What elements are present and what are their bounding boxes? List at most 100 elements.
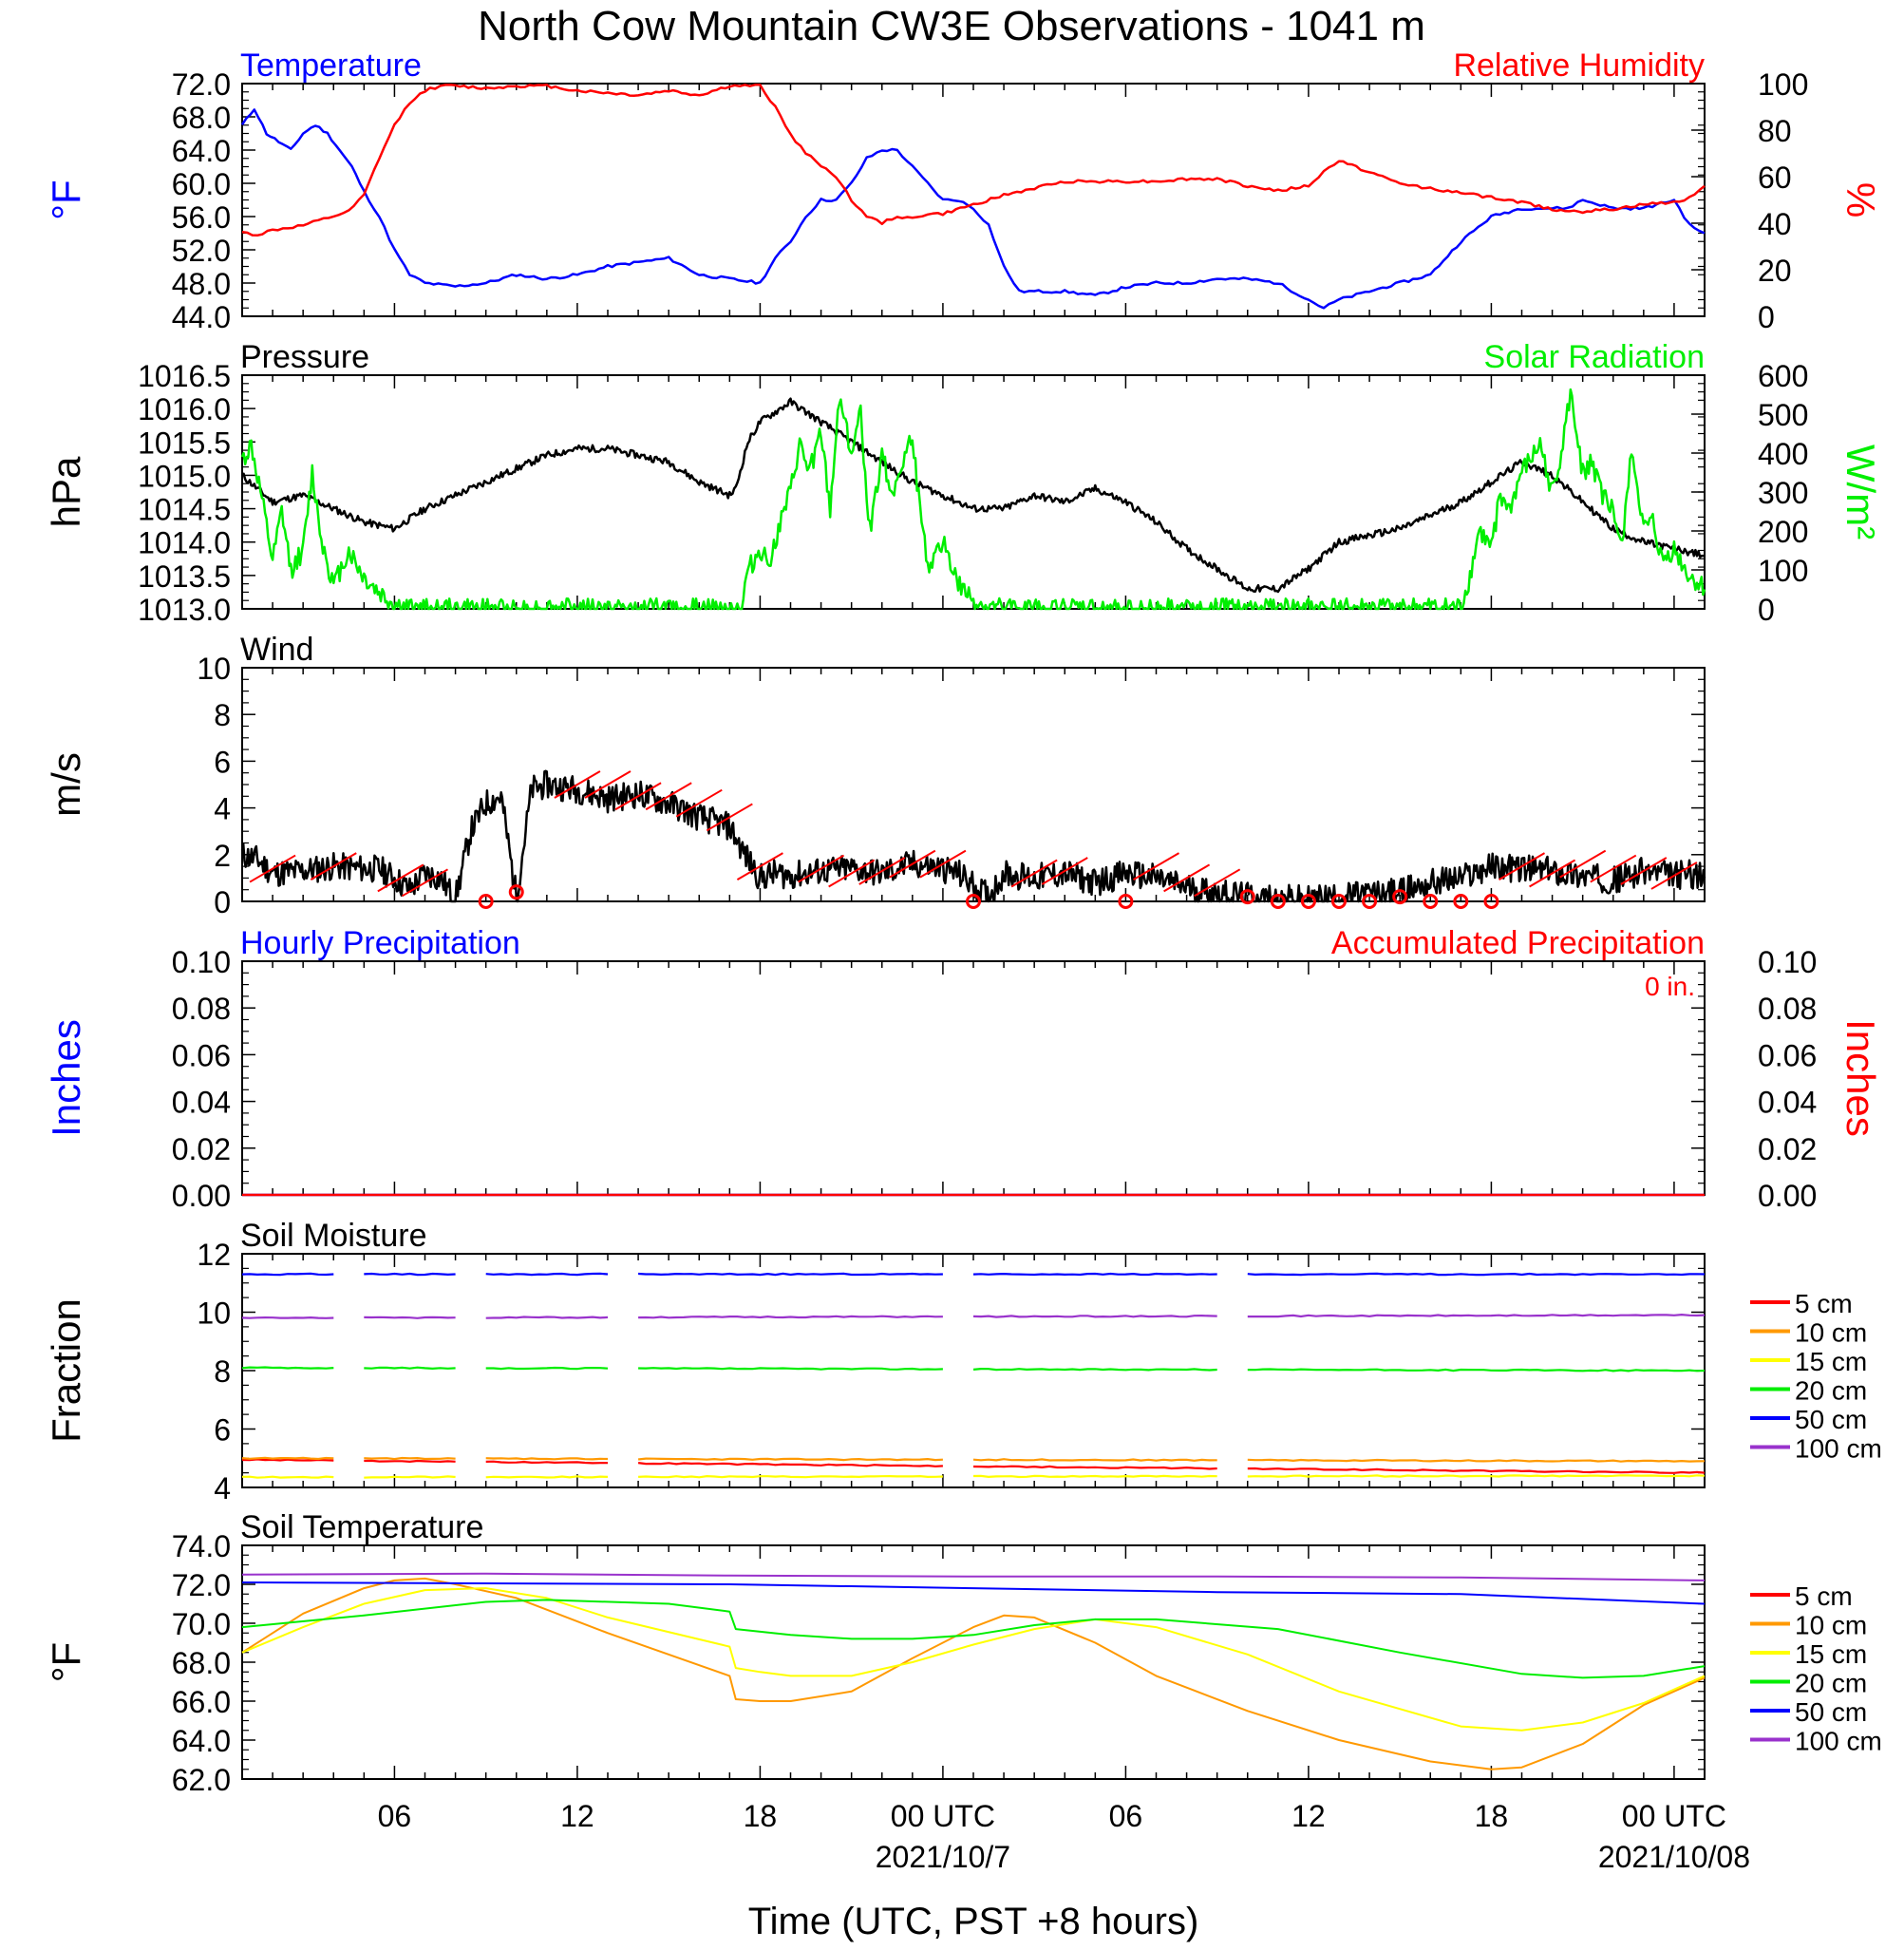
legend-label: 5 cm (1795, 1289, 1853, 1318)
wind-barb (249, 854, 296, 883)
y-left-tick-label: 56.0 (172, 200, 231, 235)
calm-wind-marker (1483, 894, 1499, 909)
y-right-tick-label: 200 (1758, 515, 1808, 549)
series-line-50cm (241, 1272, 334, 1277)
series-line-10cm (637, 1457, 943, 1462)
y-right-tick-label: 0.08 (1758, 992, 1817, 1026)
y-left-unit: °F (44, 180, 88, 219)
y-right-tick-label: 100 (1758, 67, 1808, 102)
y-right-tick-label: 400 (1758, 437, 1808, 471)
wind-barb (1132, 852, 1180, 880)
y-right-tick-label: 0.10 (1758, 945, 1817, 979)
series-line-50cm (972, 1272, 1217, 1277)
series-line-10cm (972, 1458, 1217, 1462)
wind-barb (554, 770, 601, 799)
series-line-20-cm (241, 1599, 1706, 1679)
series-line-100cm (364, 1316, 456, 1319)
series-line-5cm (972, 1465, 1217, 1470)
wind-barb (401, 868, 449, 898)
calm-wind-marker (1453, 894, 1469, 909)
y-left-unit: °F (44, 1642, 88, 1682)
y-left-tick-label: 0.02 (172, 1132, 231, 1166)
y-left-tick-label: 1016.5 (138, 359, 231, 393)
wind-barb (1650, 861, 1698, 890)
x-tick-label: 12 (1291, 1799, 1326, 1833)
wind-barb (1620, 857, 1668, 885)
y-left-tick-label: 62.0 (172, 1763, 231, 1797)
y-left-tick-label: 4 (214, 1471, 231, 1505)
y-left-tick-label: 12 (197, 1238, 231, 1272)
series-line-50cm (364, 1272, 456, 1277)
series-line-5cm (485, 1460, 608, 1465)
y-left-tick-label: 0.08 (172, 992, 231, 1026)
series-line-100cm (1247, 1313, 1706, 1318)
series-line-10cm (364, 1456, 456, 1461)
panel-frame (241, 960, 1706, 1196)
panel-left-title: Soil Temperature (240, 1509, 483, 1545)
panel-pressure (240, 374, 1706, 611)
series-line-10cm (1247, 1458, 1706, 1463)
legend-label: 5 cm (1795, 1581, 1853, 1611)
legend-label: 15 cm (1795, 1639, 1867, 1669)
y-left-tick-label: 6 (214, 1413, 231, 1448)
calm-wind-marker (1423, 894, 1439, 909)
wind-barb (889, 849, 936, 879)
y-left-tick-label: 44.0 (172, 300, 231, 334)
calm-wind-marker (1239, 889, 1255, 905)
calm-wind-marker (1300, 894, 1316, 909)
x-axis-label: Time (UTC, PST +8 hours) (748, 1901, 1199, 1942)
y-left-tick-label: 72.0 (172, 1568, 231, 1602)
legend-label: 10 cm (1795, 1318, 1867, 1348)
wind-barb (1163, 863, 1211, 893)
series-line-20cm (1247, 1368, 1706, 1373)
series-line-5cm (1247, 1467, 1706, 1474)
x-date-label: 2021/10/08 (1598, 1840, 1750, 1874)
panel-left-title: Soil Moisture (240, 1218, 427, 1254)
series-line-50cm (485, 1272, 609, 1277)
y-left-unit: m/s (44, 752, 88, 817)
legend-label: 10 cm (1795, 1611, 1867, 1640)
series-line-50cm (1247, 1272, 1706, 1277)
x-tick-label: 00 UTC (1622, 1799, 1726, 1833)
series-line-relative-humidity (241, 83, 1706, 237)
x-tick-label: 18 (744, 1799, 778, 1833)
y-left-unit: Inches (44, 1019, 88, 1137)
y-left-tick-label: 4 (214, 792, 231, 826)
y-left-tick-label: 68.0 (172, 1646, 231, 1680)
y-right-unit: W/m² (1838, 445, 1883, 540)
y-left-tick-label: 68.0 (172, 101, 231, 135)
series-line-20cm (485, 1366, 609, 1371)
y-right-tick-label: 0 (1758, 593, 1775, 627)
panel-soil_moisture (241, 1253, 1790, 1488)
calm-wind-marker (1270, 894, 1286, 909)
y-right-unit: % (1838, 182, 1883, 218)
x-tick-label: 00 UTC (891, 1799, 995, 1833)
wind-barb (377, 863, 424, 893)
y-left-tick-label: 60.0 (172, 167, 231, 201)
series-line-20cm (638, 1367, 943, 1371)
y-left-tick-label: 64.0 (172, 1724, 231, 1758)
series-line-15cm (972, 1474, 1217, 1479)
y-right-tick-label: 60 (1758, 161, 1792, 195)
series-line-15cm (638, 1474, 943, 1479)
panel-right-title: Solar Radiation (1484, 339, 1705, 375)
y-left-tick-label: 52.0 (172, 234, 231, 268)
panel-precip (241, 960, 1706, 1197)
calm-wind-marker (1331, 894, 1347, 909)
y-left-tick-label: 8 (214, 1354, 231, 1389)
series-line-15cm (241, 1475, 334, 1479)
y-left-tick-label: 64.0 (172, 134, 231, 168)
panel-wind (240, 667, 1706, 909)
y-right-tick-label: 0.00 (1758, 1179, 1817, 1213)
y-left-tick-label: 1015.0 (138, 459, 231, 493)
wind-barb (828, 859, 876, 888)
calm-wind-marker (478, 894, 494, 909)
x-tick-label: 12 (560, 1799, 594, 1833)
series-line-100cm (972, 1314, 1217, 1318)
figure-title: North Cow Mountain CW3E Observations - 1… (478, 3, 1425, 49)
panel-right-title: Accumulated Precipitation (1331, 925, 1705, 961)
y-left-tick-label: 2 (214, 839, 231, 873)
y-right-tick-label: 300 (1758, 476, 1808, 510)
series-line-15cm (485, 1475, 609, 1479)
